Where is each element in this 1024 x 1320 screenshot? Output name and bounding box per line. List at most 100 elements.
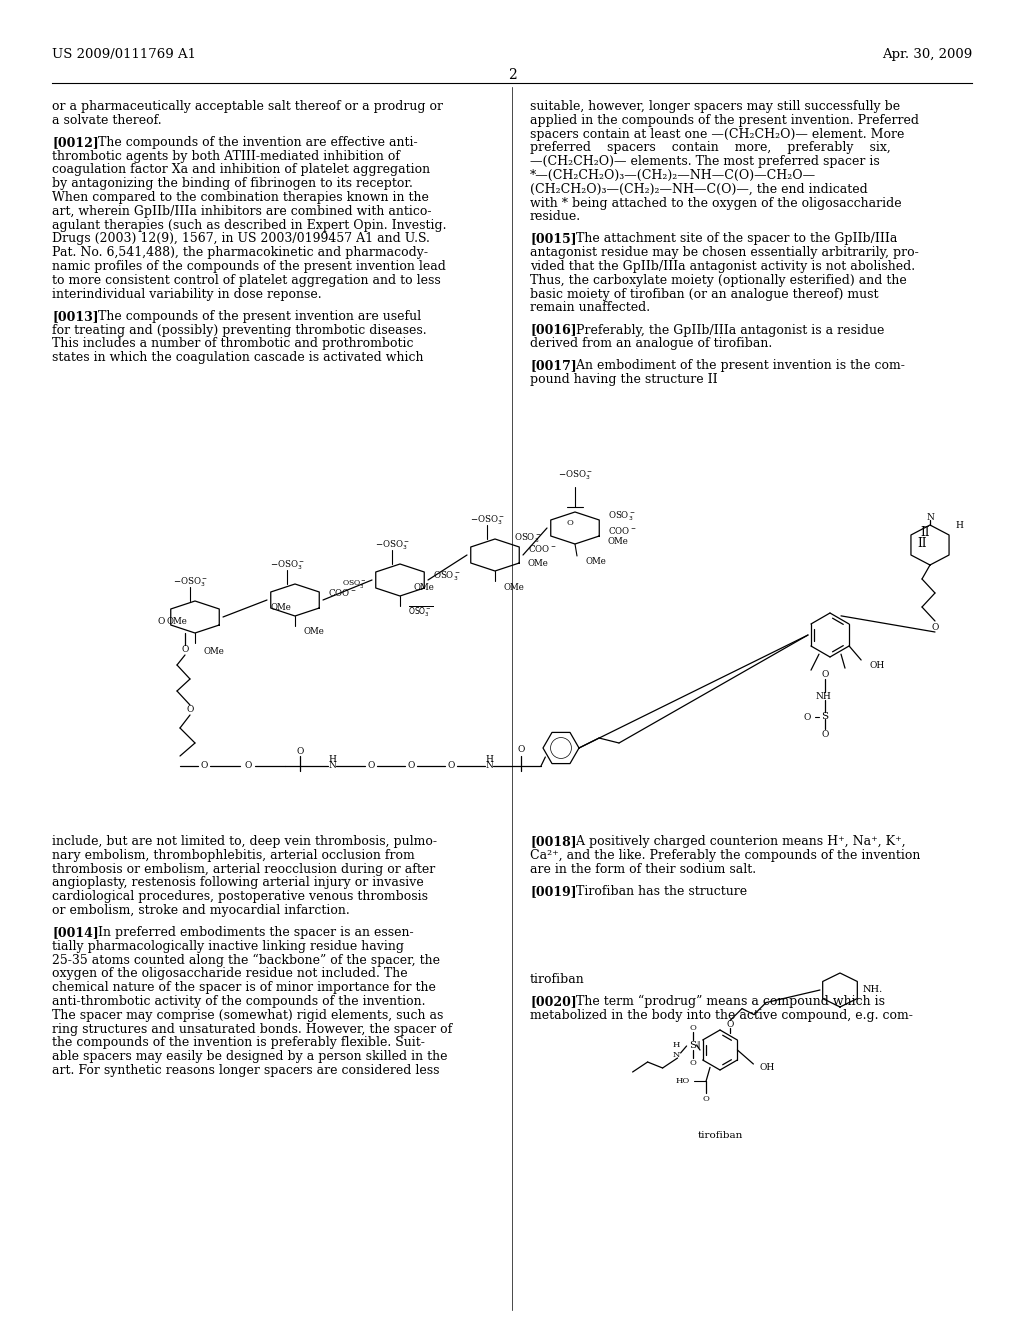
Text: antagonist residue may be chosen essentially arbitrarily, pro-: antagonist residue may be chosen essenti…	[530, 247, 919, 259]
Text: Drugs (2003) 12(9), 1567, in US 2003/0199457 A1 and U.S.: Drugs (2003) 12(9), 1567, in US 2003/019…	[52, 232, 430, 246]
Text: chemical nature of the spacer is of minor importance for the: chemical nature of the spacer is of mino…	[52, 981, 436, 994]
Text: O: O	[689, 1059, 696, 1067]
Text: The attachment site of the spacer to the GpIIb/IIIa: The attachment site of the spacer to the…	[560, 232, 897, 246]
Text: [0016]: [0016]	[530, 323, 577, 337]
Text: interindividual variability in dose reponse.: interindividual variability in dose repo…	[52, 288, 322, 301]
Text: A positively charged counterion means H⁺, Na⁺, K⁺,: A positively charged counterion means H⁺…	[560, 836, 905, 847]
Text: tirofiban: tirofiban	[697, 1130, 742, 1139]
Text: (CH₂CH₂O)₃—(CH₂)₂—NH—C(O)—, the end indicated: (CH₂CH₂O)₃—(CH₂)₂—NH—C(O)—, the end indi…	[530, 182, 867, 195]
Text: pound having the structure II: pound having the structure II	[530, 374, 718, 387]
Text: angioplasty, restenosis following arterial injury or invasive: angioplasty, restenosis following arteri…	[52, 876, 424, 890]
Text: suitable, however, longer spacers may still successfully be: suitable, however, longer spacers may st…	[530, 100, 900, 114]
Text: [0020]: [0020]	[530, 995, 577, 1008]
Text: nary embolism, thrombophlebitis, arterial occlusion from: nary embolism, thrombophlebitis, arteria…	[52, 849, 415, 862]
Text: US 2009/0111769 A1: US 2009/0111769 A1	[52, 48, 196, 61]
Text: preferred    spacers    contain    more,    preferably    six,: preferred spacers contain more, preferab…	[530, 141, 891, 154]
Text: The compounds of the present invention are useful: The compounds of the present invention a…	[82, 310, 421, 323]
Text: O: O	[821, 730, 828, 739]
Text: are in the form of their sodium salt.: are in the form of their sodium salt.	[530, 862, 756, 875]
Text: N: N	[328, 762, 336, 771]
Text: $\overline{\text{OSO}_3^-}$: $\overline{\text{OSO}_3^-}$	[408, 605, 434, 619]
Text: Pat. No. 6,541,488), the pharmacokinetic and pharmacody-: Pat. No. 6,541,488), the pharmacokinetic…	[52, 247, 428, 259]
Text: $-$OSO$_3^-$: $-$OSO$_3^-$	[470, 513, 505, 527]
Text: OH: OH	[760, 1064, 774, 1072]
Text: H: H	[955, 520, 963, 529]
Text: II: II	[920, 525, 930, 539]
Text: OMe: OMe	[503, 582, 524, 591]
Text: The compounds of the invention are effective anti-: The compounds of the invention are effec…	[82, 136, 418, 149]
Text: OMe: OMe	[270, 603, 292, 612]
Text: Thus, the carboxylate moiety (optionally esterified) and the: Thus, the carboxylate moiety (optionally…	[530, 273, 906, 286]
Text: O: O	[186, 705, 194, 714]
Text: or a pharmaceutically acceptable salt thereof or a prodrug or: or a pharmaceutically acceptable salt th…	[52, 100, 443, 114]
Text: OH: OH	[869, 661, 885, 671]
Text: [0018]: [0018]	[530, 836, 577, 847]
Text: oxygen of the oligosaccharide residue not included. The: oxygen of the oligosaccharide residue no…	[52, 968, 408, 981]
Text: thrombosis or embolism, arterial reocclusion during or after: thrombosis or embolism, arterial reocclu…	[52, 862, 435, 875]
Text: COO$^-$: COO$^-$	[608, 524, 636, 536]
Text: N: N	[672, 1051, 680, 1059]
Text: thrombotic agents by both ATIII-mediated inhibition of: thrombotic agents by both ATIII-mediated…	[52, 149, 400, 162]
Text: for treating and (possibly) preventing thrombotic diseases.: for treating and (possibly) preventing t…	[52, 323, 427, 337]
Text: II: II	[918, 537, 927, 550]
Text: by antagonizing the binding of fibrinogen to its receptor.: by antagonizing the binding of fibrinoge…	[52, 177, 413, 190]
Text: $-$OSO$_3^-$: $-$OSO$_3^-$	[172, 576, 208, 589]
Text: namic profiles of the compounds of the present invention lead: namic profiles of the compounds of the p…	[52, 260, 445, 273]
Text: OMe: OMe	[608, 537, 629, 546]
Text: O: O	[517, 746, 524, 755]
Text: O: O	[726, 1020, 733, 1030]
Text: H: H	[672, 1041, 680, 1049]
Text: tirofiban: tirofiban	[530, 973, 585, 986]
Text: [0015]: [0015]	[530, 232, 577, 246]
Text: $-$OSO$_3^-$: $-$OSO$_3^-$	[269, 558, 304, 572]
Text: OSO$_3^-$: OSO$_3^-$	[608, 510, 636, 523]
Text: anti-thrombotic activity of the compounds of the invention.: anti-thrombotic activity of the compound…	[52, 995, 426, 1008]
Text: 2: 2	[508, 69, 516, 82]
Text: S: S	[821, 711, 828, 721]
Text: $-$OSO$_3^-$: $-$OSO$_3^-$	[557, 469, 593, 482]
Text: [0017]: [0017]	[530, 359, 577, 372]
Text: O: O	[821, 669, 828, 678]
Text: [0012]: [0012]	[52, 136, 98, 149]
Text: In preferred embodiments the spacer is an essen-: In preferred embodiments the spacer is a…	[82, 927, 414, 939]
Text: tially pharmacologically inactive linking residue having: tially pharmacologically inactive linkin…	[52, 940, 404, 953]
Text: N: N	[485, 762, 493, 771]
Text: include, but are not limited to, deep vein thrombosis, pulmo-: include, but are not limited to, deep ve…	[52, 836, 437, 847]
Text: O: O	[408, 762, 415, 771]
Text: cardiological procedures, postoperative venous thrombosis: cardiological procedures, postoperative …	[52, 890, 428, 903]
Text: OSO$_3^-$: OSO$_3^-$	[514, 531, 542, 545]
Text: Apr. 30, 2009: Apr. 30, 2009	[882, 48, 972, 61]
Text: NH: NH	[815, 692, 830, 701]
Text: When compared to the combination therapies known in the: When compared to the combination therapi…	[52, 191, 429, 205]
Text: O: O	[201, 762, 208, 771]
Text: ‖: ‖	[696, 1041, 700, 1049]
Text: OMe: OMe	[585, 557, 606, 566]
Text: states in which the coagulation cascade is activated which: states in which the coagulation cascade …	[52, 351, 424, 364]
Text: to more consistent control of platelet aggregation and to less: to more consistent control of platelet a…	[52, 273, 440, 286]
Text: —(CH₂CH₂O)— elements. The most preferred spacer is: —(CH₂CH₂O)— elements. The most preferred…	[530, 156, 880, 168]
Text: H: H	[485, 755, 493, 763]
Text: metabolized in the body into the active compound, e.g. com-: metabolized in the body into the active …	[530, 1008, 912, 1022]
Text: with * being attached to the oxygen of the oligosaccharide: with * being attached to the oxygen of t…	[530, 197, 901, 210]
Text: S: S	[689, 1040, 696, 1049]
Text: $-$OSO$_3^-$: $-$OSO$_3^-$	[375, 539, 410, 552]
Text: derived from an analogue of tirofiban.: derived from an analogue of tirofiban.	[530, 338, 772, 350]
Text: OMe: OMe	[303, 627, 324, 636]
Text: O: O	[368, 762, 375, 771]
Text: O: O	[296, 747, 304, 755]
Text: art. For synthetic reasons longer spacers are considered less: art. For synthetic reasons longer spacer…	[52, 1064, 439, 1077]
Text: COO$^-$: COO$^-$	[528, 544, 556, 554]
Text: The spacer may comprise (somewhat) rigid elements, such as: The spacer may comprise (somewhat) rigid…	[52, 1008, 443, 1022]
Text: residue.: residue.	[530, 210, 582, 223]
Text: OMe: OMe	[414, 583, 435, 593]
Text: [0014]: [0014]	[52, 927, 98, 939]
Text: spacers contain at least one —(CH₂CH₂O)— element. More: spacers contain at least one —(CH₂CH₂O)—…	[530, 128, 904, 141]
Text: remain unaffected.: remain unaffected.	[530, 301, 650, 314]
Text: O: O	[702, 1096, 710, 1104]
Text: O: O	[566, 519, 573, 527]
Text: Ca²⁺, and the like. Preferably the compounds of the invention: Ca²⁺, and the like. Preferably the compo…	[530, 849, 921, 862]
Text: Tirofiban has the structure: Tirofiban has the structure	[560, 884, 746, 898]
Text: NH.: NH.	[863, 986, 884, 994]
Text: basic moiety of tirofiban (or an analogue thereof) must: basic moiety of tirofiban (or an analogu…	[530, 288, 879, 301]
Text: OMe: OMe	[528, 558, 549, 568]
